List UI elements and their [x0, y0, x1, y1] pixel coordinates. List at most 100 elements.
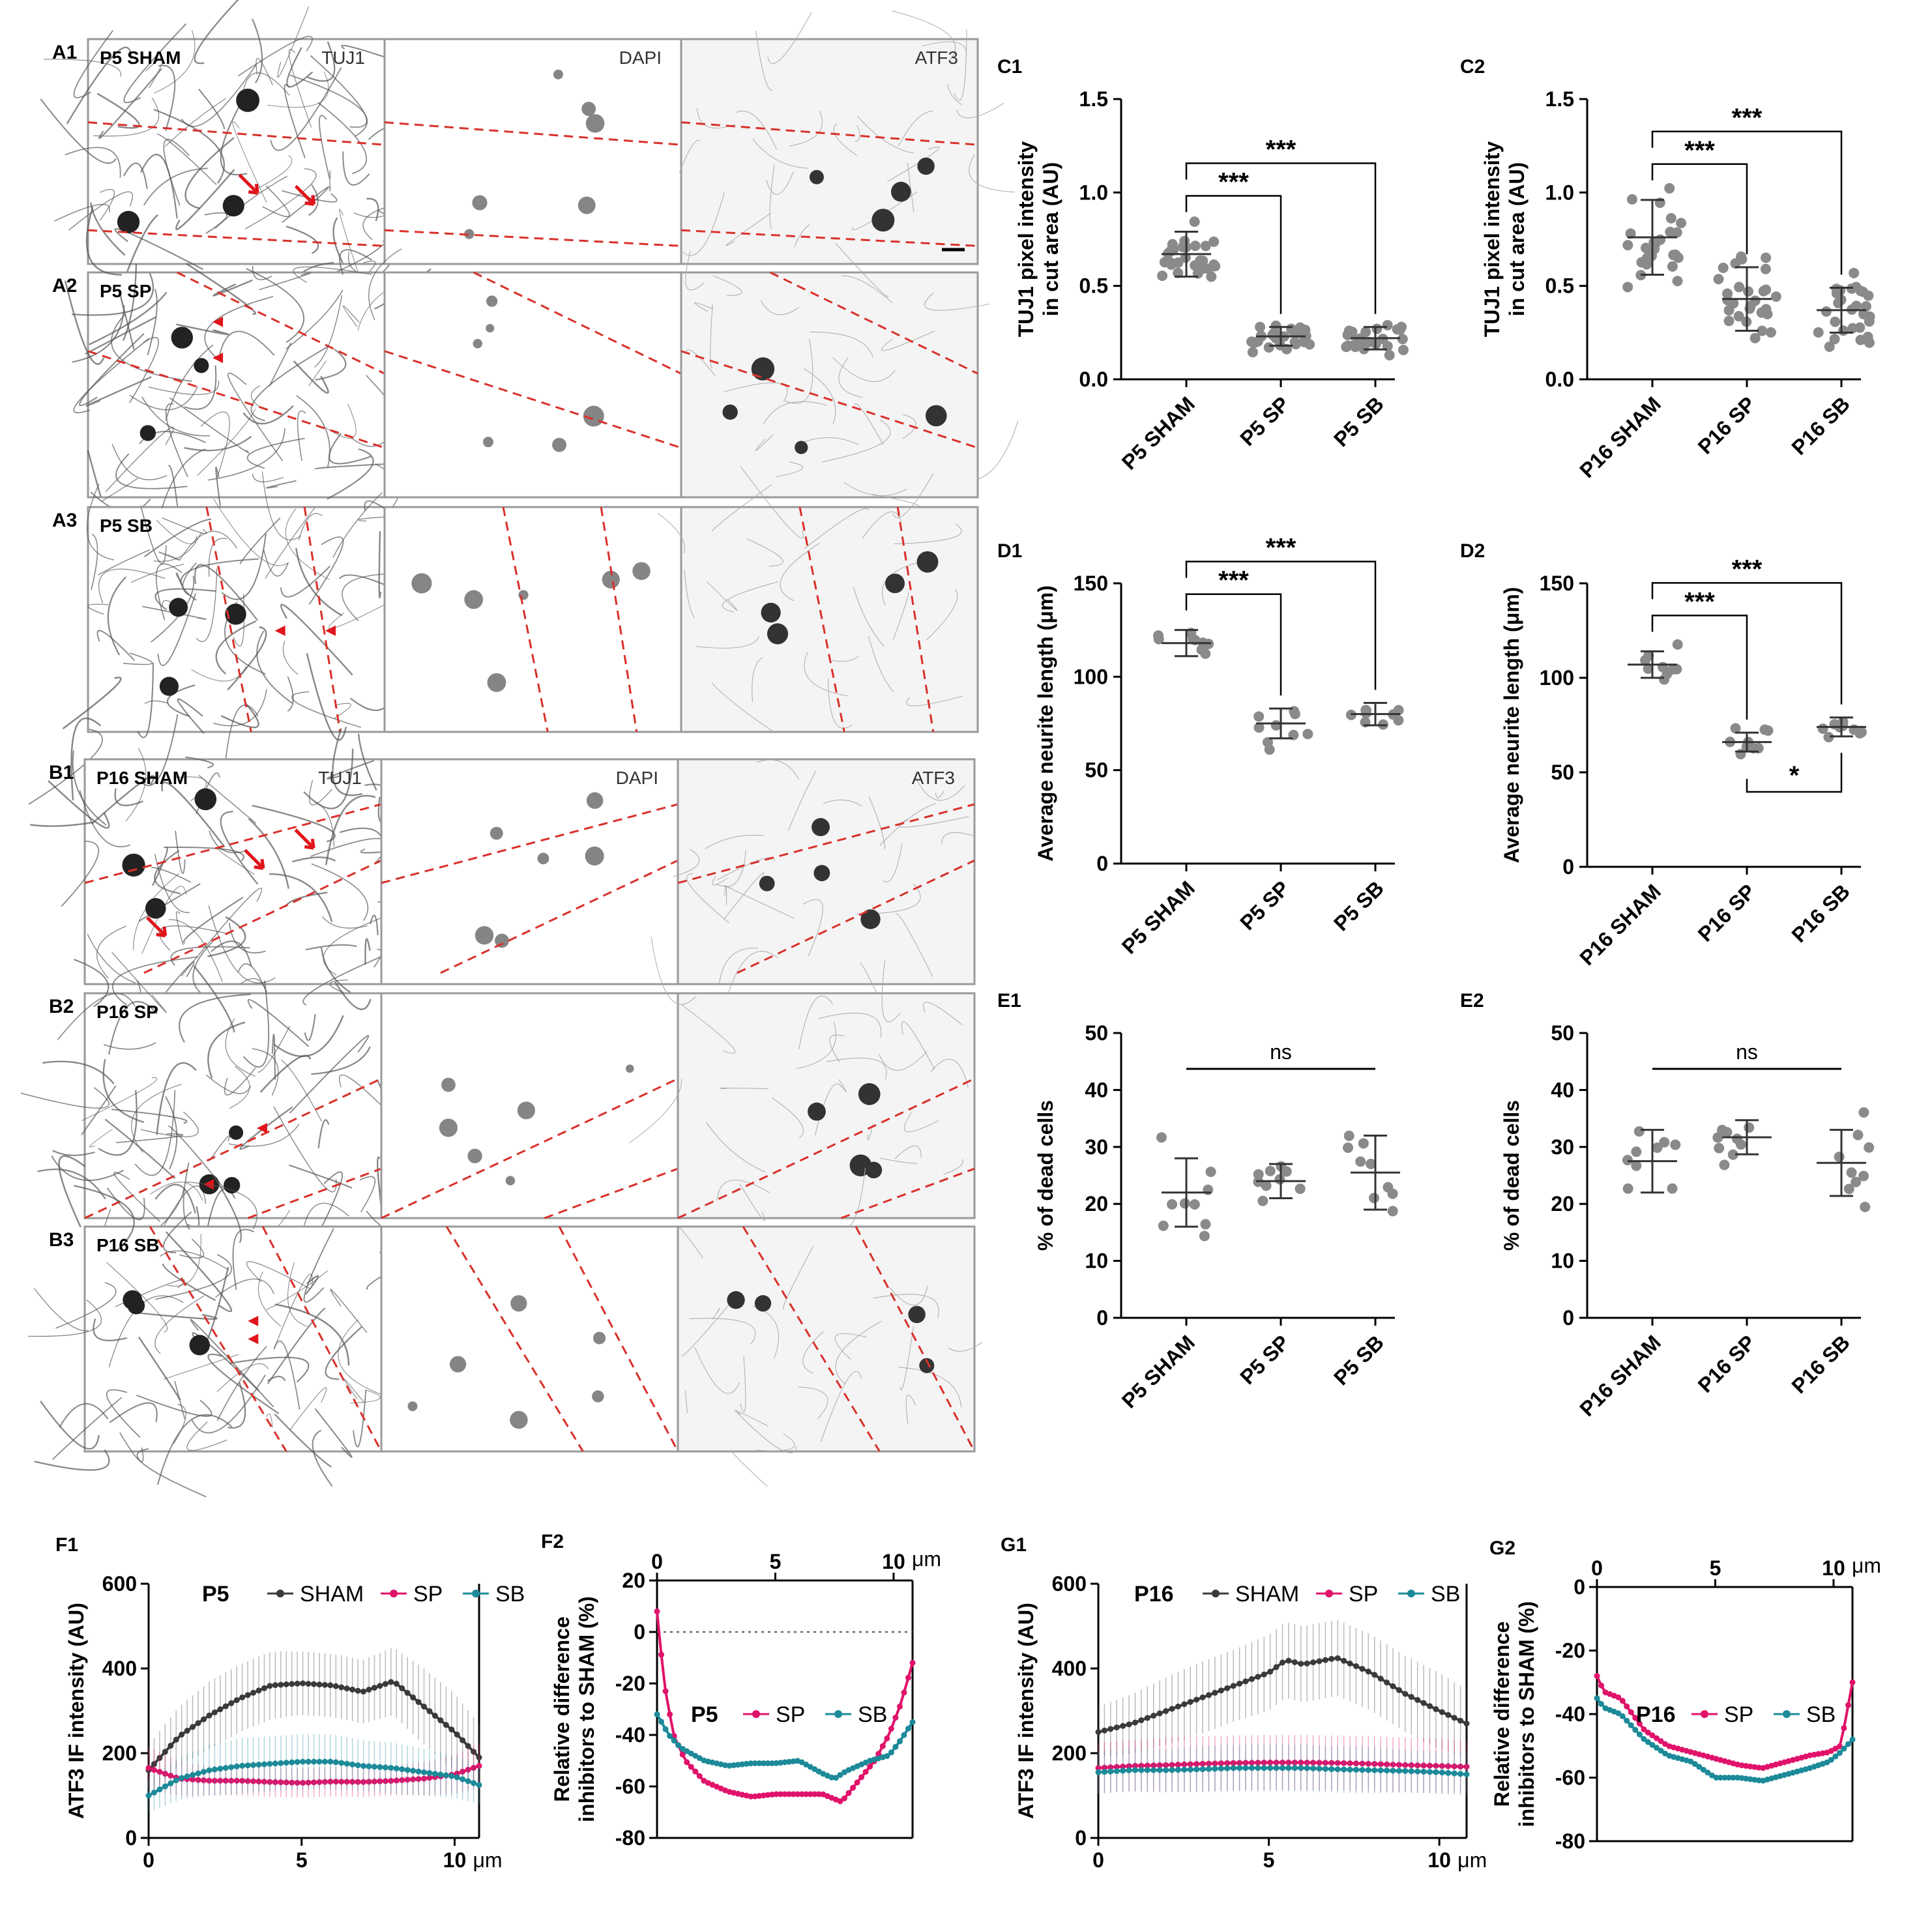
series-point-sham [332, 1683, 339, 1689]
micrograph-channel-atf3 [677, 992, 976, 1219]
series-point-sp [1261, 1759, 1267, 1766]
panel-label: B2 [49, 996, 74, 1017]
neurite-fiber [242, 405, 294, 425]
neurite-fiber [184, 137, 235, 210]
neurite-fiber [327, 760, 375, 779]
series-point-sham [1242, 1678, 1249, 1685]
neurite-fiber [325, 794, 376, 866]
neurite-fiber [686, 873, 729, 924]
series-point-sham [1163, 1708, 1169, 1714]
data-point [1156, 1132, 1167, 1143]
series-point-sb [1218, 1766, 1224, 1772]
y-tick-label: 50 [1085, 1021, 1108, 1045]
series-point-sham [156, 1754, 163, 1761]
series-point-sp [798, 1791, 805, 1798]
neurite-fiber [157, 1185, 207, 1238]
neurite-fiber [280, 1059, 322, 1122]
series-point-sb [1255, 1765, 1261, 1771]
neurite-fiber [710, 304, 713, 369]
series-point-sp [393, 1777, 400, 1784]
series-point-sp [696, 1773, 703, 1779]
series-point-sp [1280, 1759, 1285, 1766]
data-point [1153, 633, 1164, 645]
series-point-sb [1322, 1766, 1328, 1772]
series-point-sham [1310, 1659, 1317, 1666]
significance-bracket [1651, 130, 1843, 275]
nucleus-dot [518, 590, 529, 600]
series-point-sp [909, 1659, 916, 1666]
data-point [1671, 663, 1682, 675]
data-point [1205, 1166, 1216, 1177]
series-point-sb [888, 1749, 894, 1756]
series-point-sham [151, 1761, 157, 1768]
red-arrow-marker [244, 849, 265, 870]
data-point [1622, 1155, 1633, 1166]
series-point-sp [244, 1778, 251, 1784]
neurite-fiber [89, 1129, 113, 1148]
data-point [1761, 304, 1772, 315]
neurite-fiber [154, 1295, 205, 1354]
x-unit-label: μm [912, 1547, 941, 1571]
panel-label: C1 [997, 56, 1022, 78]
data-point [1304, 339, 1315, 350]
series-point-sb [1408, 1768, 1414, 1775]
series-point-sp [267, 1779, 273, 1785]
neurite-fiber [694, 302, 714, 312]
neuron-soma [809, 169, 824, 184]
neuron-soma [865, 1161, 883, 1178]
neurite-fiber [270, 67, 342, 151]
neurite-fiber [780, 542, 820, 602]
series-point-sham [1193, 1696, 1200, 1703]
series-point-sb [1598, 1700, 1605, 1707]
series-point-sb [1445, 1769, 1452, 1776]
series-point-sp [1598, 1682, 1605, 1689]
neurite-fiber [273, 1106, 337, 1193]
neurite-fiber [716, 857, 775, 881]
series-point-sham [371, 1685, 377, 1691]
legend-label: SP [776, 1702, 805, 1727]
data-point [1343, 1142, 1354, 1153]
y-tick-label: 1.5 [1079, 87, 1108, 111]
neurite-fiber [144, 518, 212, 558]
neurite-fiber [52, 1150, 95, 1156]
series-point-sb [1138, 1767, 1145, 1773]
neurite-fiber [196, 568, 218, 643]
neurite-fiber [305, 944, 357, 951]
cut-boundary-line [176, 271, 385, 375]
series-point-sham [261, 1685, 267, 1691]
data-point [1622, 240, 1633, 251]
neurite-fiber [724, 382, 788, 402]
neurite-fiber [888, 1286, 928, 1305]
series-point-sham [1414, 1696, 1421, 1703]
cut-boundary-line [798, 506, 845, 733]
neuron-soma [812, 818, 830, 837]
series-point-sham [399, 1685, 405, 1691]
series-point-sb [184, 1773, 190, 1780]
neurite-fiber [894, 1145, 922, 1159]
neurite-fiber [256, 57, 273, 85]
series-point-sp [1402, 1762, 1409, 1768]
sample-label: P5 SHAM [100, 48, 181, 68]
data-point [1295, 1183, 1306, 1194]
series-point-sp [190, 1776, 196, 1783]
series-point-sp [1649, 1732, 1656, 1739]
neurite-fiber [142, 605, 207, 620]
data-point [1717, 1124, 1728, 1135]
legend-swatch-dot [1783, 1710, 1791, 1718]
neurite-fiber [158, 551, 180, 560]
series-point-sp [1439, 1763, 1445, 1769]
x-tick-label: 10 [882, 1550, 905, 1573]
data-point [1770, 291, 1781, 302]
micrograph-channel-atf3 [680, 38, 979, 265]
nucleus-dot [585, 846, 604, 866]
data-point [1760, 263, 1771, 274]
series-point-sham [228, 1700, 235, 1706]
y-tick-label: 600 [102, 1572, 137, 1595]
series-point-sham [448, 1726, 455, 1733]
series-point-sp [1237, 1760, 1243, 1766]
neurite-fiber [673, 849, 700, 877]
series-point-sb [195, 1770, 201, 1777]
neurite-fiber [244, 168, 317, 230]
series-point-sp [168, 1772, 174, 1779]
series-point-sp [662, 1688, 669, 1695]
